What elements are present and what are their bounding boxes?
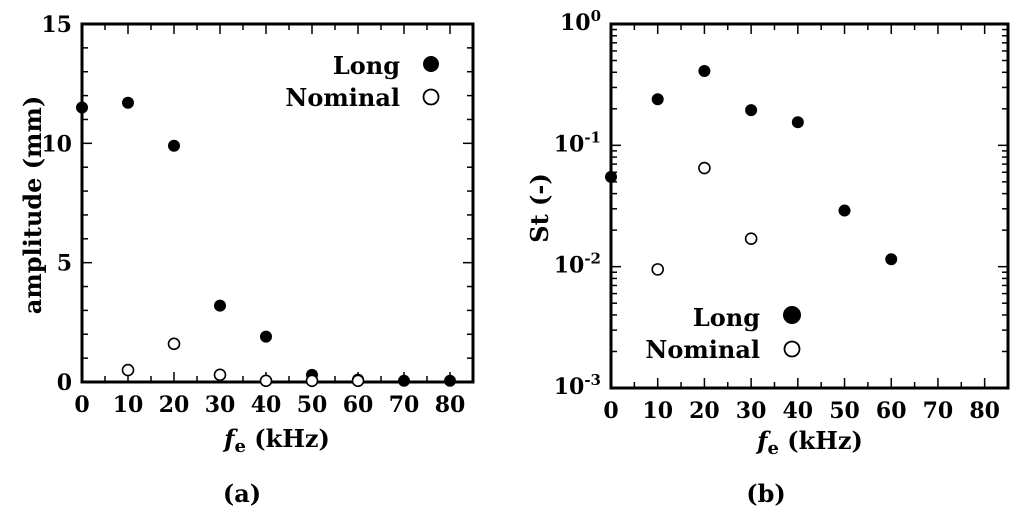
panel-a-legend-marker-long: [423, 56, 439, 72]
panel-b-point-nominal: [744, 232, 758, 246]
panel-b-y-tick-label-base: 10: [554, 374, 585, 400]
panel-a-x-tick-labels: 0 10 20 30 40 50 60 70 80: [74, 392, 465, 418]
panel-b-x-tick-label: 70: [923, 398, 954, 424]
panel-a-legend: Long Nominal: [285, 51, 440, 112]
panel-b-x-tick-label: 0: [603, 398, 618, 424]
panel-b-y-tick-label-base: 10: [554, 253, 585, 279]
panel-b-x-tick-label: 10: [642, 398, 673, 424]
panel-a-x-tick-label: 20: [159, 392, 190, 418]
panel-b-caption: (b): [746, 479, 786, 508]
panel-b-x-tick-label: 50: [829, 398, 860, 424]
panel-b-point-nominal: [651, 263, 665, 276]
panel-b-x-axis-label-unit: (kHz): [779, 426, 863, 455]
panel-b-y-tick-label: 10-1: [554, 128, 601, 157]
panel-a-x-tick-label: 80: [435, 392, 466, 418]
panel-b-legend-marker-nominal: [783, 340, 801, 358]
panel-a-point-nominal: [351, 374, 365, 388]
panel-b-y-tick-label-base: 10: [554, 131, 585, 157]
panel-b-x-tick-label: 40: [783, 398, 814, 424]
panel-b-legend-label-nominal: Nominal: [645, 335, 760, 364]
panel-b-y-tick-label-exponent: -1: [584, 128, 601, 146]
panel-a-legend-marker-nominal: [422, 88, 440, 106]
panel-b-x-axis-label-main: f: [755, 426, 771, 455]
panel-b-y-tick-label: 10-3: [554, 371, 601, 400]
panel-a-plot-frame: [80, 22, 475, 384]
panel-a-y-tick-label: 15: [41, 12, 72, 38]
panel-b-legend-marker-long: [783, 306, 801, 324]
panel-a-y-axis-label: amplitude (mm): [18, 96, 47, 314]
panel-a-point-nominal: [121, 363, 135, 377]
panel-b-point-long: [698, 64, 711, 77]
panel-a-point-long: [76, 101, 88, 114]
panel-a-x-axis-label-sub: e: [234, 436, 245, 457]
panel-b-point-long: [605, 170, 617, 183]
panel-a-points: [76, 96, 456, 388]
panel-b-plot-frame: [609, 22, 1010, 390]
panel-a: 0 10 20 30 40 50 60 70 80 0 5 10 15 Long Nominal am…: [18, 12, 475, 508]
panel-b-legend: Long Nominal: [645, 303, 801, 364]
panel-a-point-long: [168, 139, 180, 152]
panel-a-point-long: [122, 96, 134, 109]
panel-b-point-nominal: [698, 161, 711, 175]
panel-a-caption: (a): [223, 479, 261, 508]
panel-a-legend-label-nominal: Nominal: [285, 83, 400, 112]
panel-b-legend-label-long: Long: [693, 303, 760, 332]
panel-a-y-tick-label: 10: [41, 131, 72, 157]
panel-b-point-long: [791, 116, 804, 129]
panel-b-point-long: [651, 93, 664, 106]
panel-b-y-tick-label-exponent: 0: [591, 7, 601, 25]
panel-b-ticks: [610, 23, 1009, 389]
panel-a-x-tick-label: 70: [389, 392, 420, 418]
panel-b-y-tick-label: 10-2: [554, 250, 601, 279]
panel-a-point-nominal: [305, 374, 319, 388]
panel-b-point-long: [838, 204, 851, 217]
panel-b-x-tick-label: 60: [876, 398, 907, 424]
panel-a-point-long: [398, 374, 410, 387]
panel-a-ticks: [81, 23, 474, 383]
panel-b-x-tick-labels: 0 10 20 30 40 50 60 70 80: [603, 398, 1000, 424]
panel-a-y-tick-label: 0: [57, 370, 72, 396]
panel-a-x-axis-label: fe (kHz): [222, 424, 330, 457]
panel-a-x-tick-label: 60: [343, 392, 374, 418]
panel-a-y-tick-labels: 0 5 10 15: [41, 12, 72, 396]
panel-b-point-long: [745, 104, 758, 117]
panel-a-x-tick-label: 30: [205, 392, 236, 418]
panel-a-point-long: [444, 374, 456, 387]
panel-a-point-nominal: [167, 337, 181, 351]
panel-b-y-tick-label-base: 10: [560, 10, 591, 36]
panel-a-legend-label-long: Long: [333, 51, 400, 80]
panel-a-x-axis-label-main: f: [222, 424, 238, 453]
panel-a-point-nominal: [259, 374, 273, 388]
panel-a-x-tick-label: 0: [74, 392, 89, 418]
panel-a-point-long: [260, 330, 272, 343]
panel-a-point-nominal: [213, 368, 227, 382]
panel-b-y-axis-label: St (-): [525, 173, 554, 242]
panel-b-point-long: [885, 253, 898, 266]
panel-a-y-tick-label: 5: [57, 251, 72, 277]
panel-b-y-tick-label: 100: [560, 7, 601, 36]
panel-b-x-tick-label: 20: [689, 398, 720, 424]
panel-b-x-axis-label: fe (kHz): [755, 426, 863, 459]
panel-a-x-axis-label-unit: (kHz): [246, 424, 330, 453]
panel-b-x-tick-label: 80: [969, 398, 1000, 424]
panel-b-y-tick-label-exponent: -2: [584, 250, 601, 268]
panel-a-x-tick-label: 10: [113, 392, 144, 418]
panel-a-x-tick-label: 40: [251, 392, 282, 418]
panel-a-point-long: [214, 299, 226, 312]
panel-b-points: [605, 64, 898, 276]
panel-b-x-tick-label: 30: [736, 398, 767, 424]
panel-b-x-axis-label-sub: e: [767, 438, 778, 459]
panel-a-x-tick-label: 50: [297, 392, 328, 418]
panel-b-y-tick-label-exponent: -3: [584, 371, 601, 389]
